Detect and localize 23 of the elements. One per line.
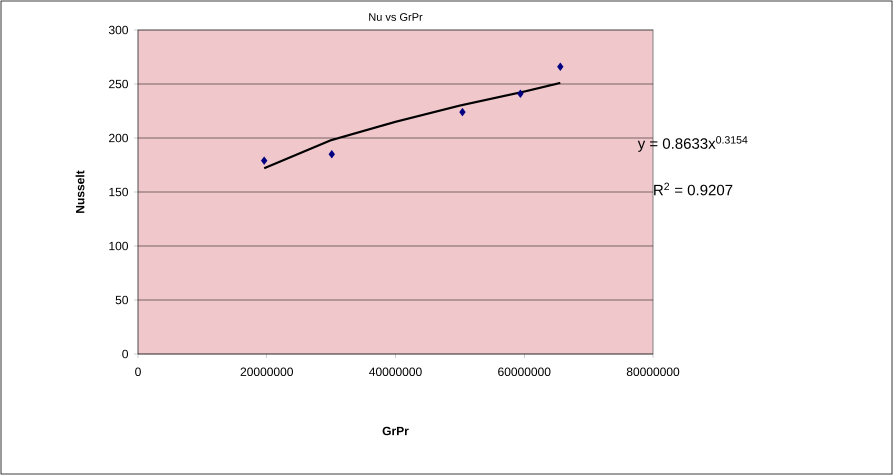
y-tick-label: 250 [109,80,128,88]
y-axis-title: Nusselt [76,170,84,213]
x-tick-label: 60000000 [498,368,550,376]
point [517,90,524,98]
point [328,150,335,158]
point [557,62,564,71]
x-axis-title: GrPr [382,426,409,436]
point [260,156,268,165]
x-tick-label: 80000000 [626,368,680,376]
x-tick-label: 40000000 [369,368,422,376]
line-series [263,82,562,170]
y-tick-label: 200 [109,134,128,142]
y-tick-label: 300 [108,26,128,34]
chart-title: Nu vs GrPr [369,13,423,21]
y-tick-label: 100 [109,242,128,250]
x-tick-label: 20000000 [240,368,293,376]
point [459,108,466,116]
y-tick-label: 50 [116,296,128,304]
text: R$^{2}$ = 0.9207 [654,182,732,196]
x-tick-label: 0 [135,368,141,376]
y-tick-label: 0 [122,350,128,358]
y-tick-label: 150 [109,188,128,196]
annotation: y = 0.8633x$^{0.3154}$ [638,136,748,152]
